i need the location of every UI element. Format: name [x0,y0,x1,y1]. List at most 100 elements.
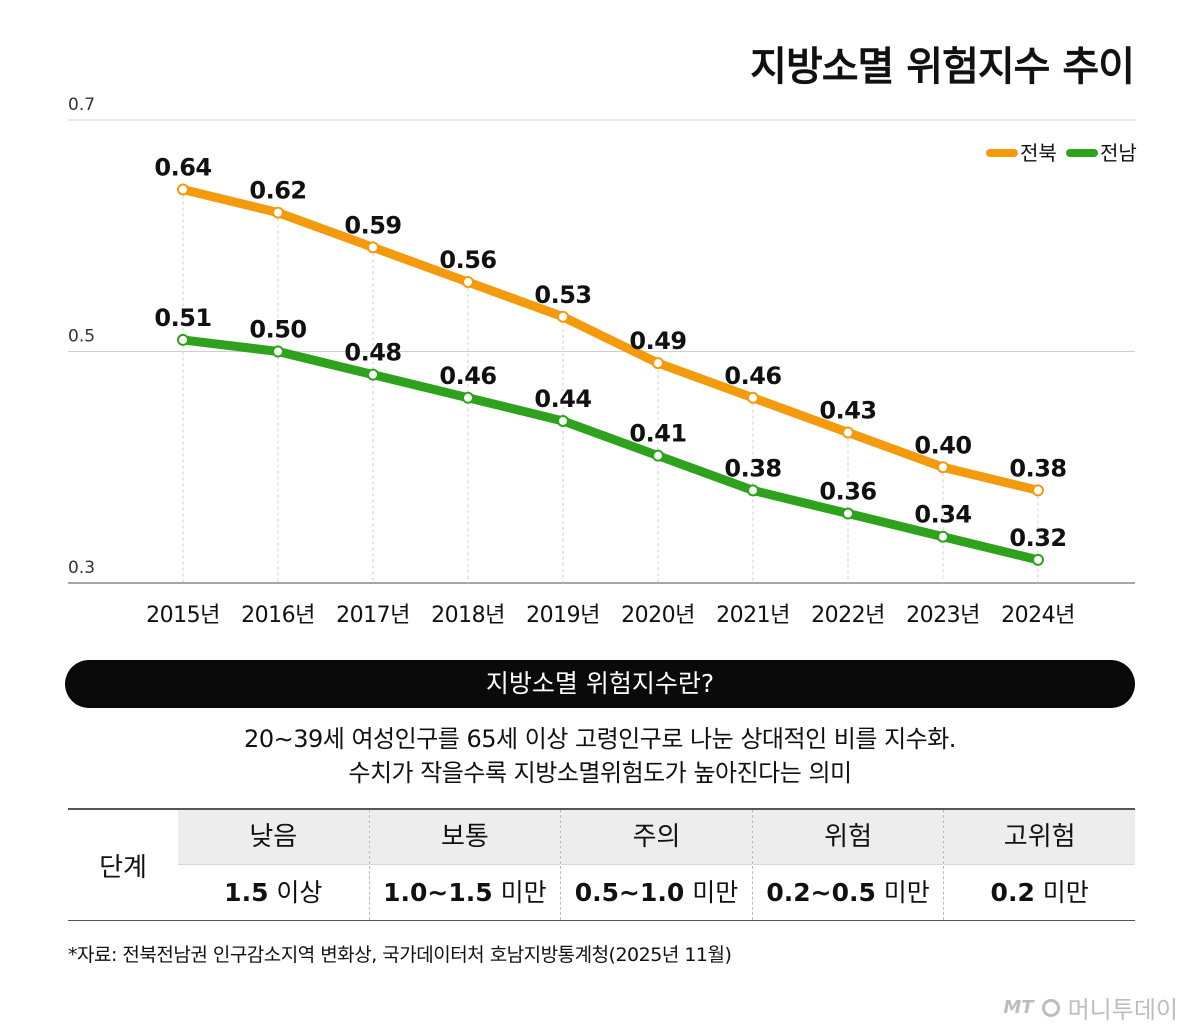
data-points [177,183,1044,566]
data-label: 0.38 [1009,454,1066,482]
data-point [272,345,284,358]
legend-label: 전남 [1100,141,1137,165]
stage-level-name: 주의 [561,810,752,864]
stage-level-name: 고위험 [944,810,1135,864]
stage-range-value: 0.5∼1.0 [574,878,685,907]
stage-columns: 낮음 1.5 이상 보통 1.0∼1.5 미만 주의 0.5∼1.0 미만 위험 0.2∼0.… [178,810,1135,920]
data-label: 0.40 [914,431,971,459]
data-label: 0.62 [249,177,306,205]
x-tick-label: 2019년 [526,603,600,628]
data-point [1032,553,1044,566]
data-point [747,484,759,497]
x-tick-label: 2023년 [906,603,980,628]
data-point [842,507,854,520]
data-point [177,183,189,196]
data-label: 0.50 [249,316,306,344]
data-label: 0.32 [1009,524,1066,552]
data-point [937,461,949,474]
x-tick-label: 2015년 [146,603,220,628]
data-point [652,357,664,370]
stage-range: 1.0∼1.5 미만 [369,864,561,921]
definition-text: 20∼39세 여성인구를 65세 이상 고령인구로 나눈 상대적인 비를 지수화… [0,722,1200,790]
stage-range: 0.2∼0.5 미만 [752,864,944,921]
stage-range-value: 0.2∼0.5 [766,878,876,907]
stage-column: 보통 1.0∼1.5 미만 [368,810,561,921]
x-axis-labels: 2015년 2016년 2017년 2018년 2019년 2020년 2021년 2022년… [146,603,1075,628]
x-tick-label: 2020년 [621,603,695,628]
data-point [557,310,569,323]
stage-column: 고위험 0.2 미만 [943,810,1135,920]
data-label: 0.51 [154,304,211,332]
data-label: 0.34 [914,501,971,529]
y-tick-label: 0.7 [68,95,95,115]
category-guide-lines [182,195,1039,583]
x-tick-label: 2018년 [431,603,505,628]
data-label: 0.43 [819,397,876,425]
stage-range: 0.2 미만 [944,864,1135,921]
y-tick-label: 0.3 [68,558,95,578]
series-line-0 [178,184,1043,495]
data-point [1032,484,1044,497]
stage-range-suffix: 미만 [875,878,930,907]
stage-range-suffix: 이상 [268,878,323,907]
stage-header: 단계 [99,852,147,883]
x-tick-label: 2024년 [1001,603,1075,628]
grid-lines [68,119,1135,584]
legend-label: 전북 [1020,141,1057,165]
legend: 전북 전남 [986,141,1137,165]
stage-column: 낮음 1.5 이상 [178,810,369,920]
stage-range-suffix: 미만 [1034,878,1089,907]
stage-range-value: 1.5 [224,878,269,907]
brand-logo: MT 머니투데이 [1003,990,1178,1025]
data-label: 0.44 [534,385,591,413]
x-tick-label: 2016년 [241,603,315,628]
stage-range-value: 0.2 [990,878,1035,907]
data-label: 0.59 [344,211,401,239]
data-label: 0.48 [344,339,401,367]
data-point [367,368,379,381]
data-point [462,391,474,404]
stage-range: 1.5 이상 [178,864,369,921]
data-point [747,391,759,404]
stage-column: 위험 0.2∼0.5 미만 [751,810,944,921]
stage-level-name: 낮음 [178,810,369,864]
stage-range: 0.5∼1.0 미만 [561,864,752,921]
data-point [272,206,284,219]
y-tick-label: 0.5 [68,327,95,347]
x-tick-label: 2022년 [811,603,885,628]
data-point [842,426,854,439]
chart-title: 지방소멸 위험지수 추이 [750,44,1135,90]
data-point [177,333,189,346]
data-label: 0.64 [154,153,211,181]
series-lines [178,184,1043,565]
data-label: 0.46 [439,362,496,390]
definition-line-1: 20∼39세 여성인구를 65세 이상 고령인구로 나눈 상대적인 비를 지수화… [244,725,956,753]
stage-level-name: 위험 [752,810,944,864]
data-point [557,414,569,427]
data-label: 0.41 [629,420,686,448]
series-line-1 [178,335,1043,565]
stage-range-suffix: 미만 [492,878,547,907]
data-label: 0.49 [629,327,686,355]
stage-table: 단계 낮음 1.5 이상 보통 1.0∼1.5 미만 주의 0.5∼1.0 미만 위험 0.2… [68,808,1135,921]
stage-range-suffix: 미만 [684,878,739,907]
data-point [462,276,474,289]
data-labels: 0.64 0.62 0.59 0.56 0.53 0.49 0.46 0.43 0.40 0.38… [154,153,1067,552]
data-label: 0.38 [724,454,781,482]
brand-mark: MT [1003,997,1034,1018]
definition-banner: 지방소멸 위험지수란? [65,660,1135,708]
x-tick-label: 2021년 [716,603,790,628]
source-note: *자료: 전북전남권 인구감소지역 변화상, 국가데이터처 호남지방통계청(20… [68,944,732,966]
stage-range-value: 1.0∼1.5 [383,878,493,907]
data-point [367,241,379,254]
data-label: 0.46 [724,362,781,390]
x-tick-label: 2017년 [336,603,410,628]
data-point [652,449,664,462]
data-point [937,530,949,543]
data-label: 0.56 [439,246,496,274]
definition-line-2: 수치가 작을수록 지방소멸위험도가 높아진다는 의미 [348,759,852,787]
line-chart: 0.70.50.3 0.640.620.590.560.530.490.460.… [68,95,1137,628]
brand-circle-icon [1041,998,1060,1017]
stage-column: 주의 0.5∼1.0 미만 [560,810,752,920]
y-axis-labels: 0.7 0.5 0.3 [68,95,95,578]
